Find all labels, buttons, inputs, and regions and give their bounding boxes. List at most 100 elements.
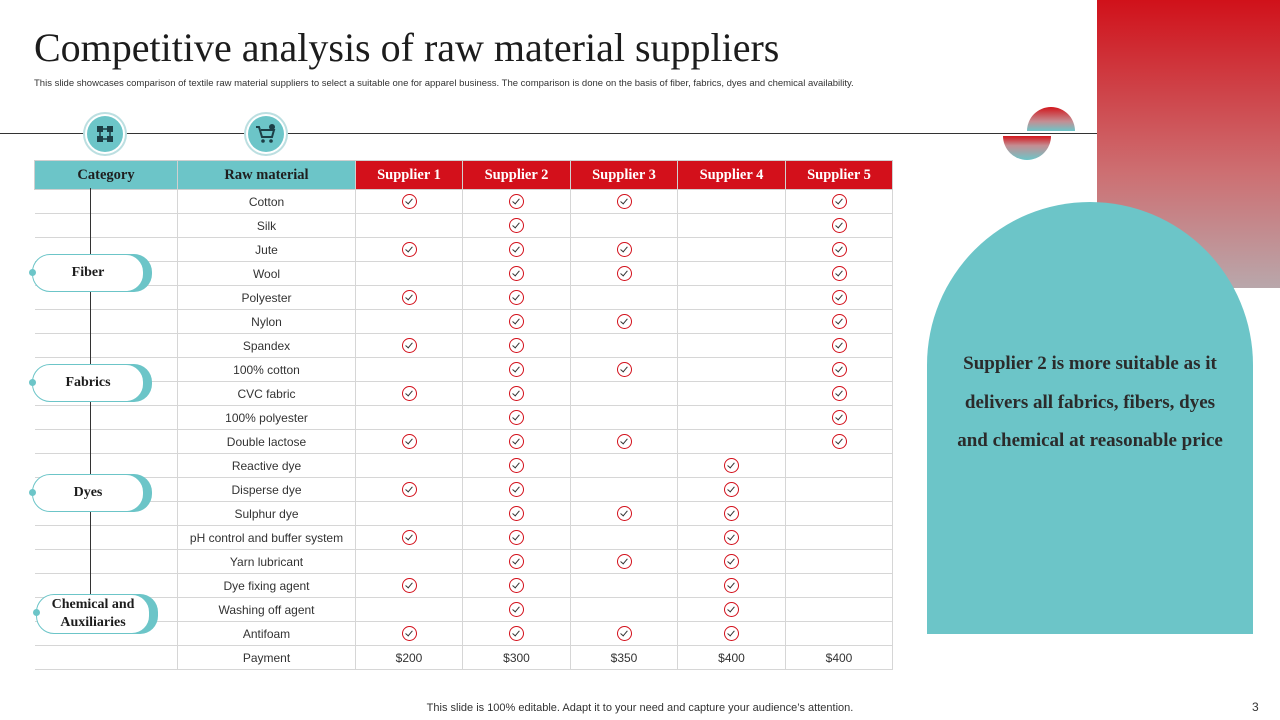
supplier-3-cell (570, 429, 678, 454)
supplier-1-cell (355, 573, 463, 598)
table-row: Jute (34, 237, 893, 262)
material-cell: Cotton (177, 189, 356, 214)
check-icon (509, 338, 524, 354)
supplier-3-cell (570, 453, 678, 478)
check-icon (509, 626, 524, 642)
supplier-2-cell (462, 333, 571, 358)
category-cell (34, 213, 178, 238)
supplier-4-cell (677, 213, 786, 238)
supplier-5-cell (785, 357, 893, 382)
supplier-5-cell (785, 453, 893, 478)
slide-title: Competitive analysis of raw material sup… (34, 25, 780, 70)
supplier-5-cell (785, 477, 893, 502)
supplier-5-cell (785, 285, 893, 310)
pill-dot (29, 379, 36, 386)
header-supplier-3: Supplier 3 (570, 160, 678, 190)
supplier-3-cell (570, 213, 678, 238)
material-cell: Polyester (177, 285, 356, 310)
check-icon (724, 626, 739, 642)
pill-dot (33, 609, 40, 616)
table-row: Dye fixing agent (34, 573, 893, 598)
payment-supplier-1: $200 (355, 645, 463, 670)
supplier-2-cell (462, 285, 571, 310)
category-label-line2: Auxiliaries (60, 615, 126, 630)
check-icon (509, 482, 524, 498)
check-icon (831, 194, 847, 210)
supplier-1-cell (355, 597, 463, 622)
supplier-4-cell (677, 285, 786, 310)
network-icon (87, 116, 123, 152)
supplier-1-cell (355, 285, 463, 310)
check-icon (509, 266, 524, 282)
supplier-4-cell (677, 525, 786, 550)
check-icon (724, 482, 739, 498)
supplier-1-cell (355, 333, 463, 358)
check-icon (724, 458, 739, 474)
supplier-1-cell (355, 501, 463, 526)
check-icon (509, 434, 524, 450)
check-icon (831, 410, 847, 426)
supplier-1-cell (355, 237, 463, 262)
supplier-4-cell (677, 261, 786, 286)
supplier-5-cell (785, 309, 893, 334)
footer-note: This slide is 100% editable. Adapt it to… (426, 702, 854, 714)
check-icon (724, 578, 739, 594)
supplier-2-cell (462, 525, 571, 550)
material-cell: pH control and buffer system (177, 525, 356, 550)
category-pill-fabrics: Fabrics (29, 364, 144, 402)
header-divider (0, 133, 1097, 134)
table-row: Polyester (34, 285, 893, 310)
supplier-3-cell (570, 237, 678, 262)
check-icon (509, 506, 524, 522)
table-row: Sulphur dye (34, 501, 893, 526)
check-icon (401, 386, 417, 402)
table-header-row: Category Raw material Supplier 1 Supplie… (34, 160, 893, 190)
supplier-5-cell (785, 429, 893, 454)
category-cell (34, 549, 178, 574)
supplier-1-cell (355, 189, 463, 214)
supplier-3-cell (570, 477, 678, 502)
check-icon (509, 554, 524, 570)
supplier-5-cell (785, 501, 893, 526)
supplier-1-cell (355, 549, 463, 574)
header-supplier-4: Supplier 4 (677, 160, 786, 190)
check-icon (509, 194, 524, 210)
category-label: Fiber (71, 265, 105, 280)
check-icon (616, 266, 632, 282)
supplier-2-cell (462, 549, 571, 574)
supplier-5-cell (785, 549, 893, 574)
payment-label: Payment (177, 645, 356, 670)
table-row: Washing off agent (34, 597, 893, 622)
supplier-2-cell (462, 429, 571, 454)
check-icon (401, 578, 417, 594)
slide-subtitle: This slide showcases comparison of texti… (34, 78, 854, 89)
supplier-1-cell (355, 405, 463, 430)
supplier-1-cell (355, 213, 463, 238)
table-row: Reactive dye (34, 453, 893, 478)
header-raw-material: Raw material (177, 160, 356, 190)
check-icon (831, 242, 847, 258)
material-cell: Dye fixing agent (177, 573, 356, 598)
supplier-2-cell (462, 477, 571, 502)
check-icon (831, 266, 847, 282)
supplier-3-cell (570, 189, 678, 214)
supplier-5-cell (785, 573, 893, 598)
check-icon (509, 458, 524, 474)
supplier-4-cell (677, 333, 786, 358)
check-icon (509, 530, 524, 546)
check-icon (401, 242, 417, 258)
material-cell: Nylon (177, 309, 356, 334)
supplier-4-cell (677, 189, 786, 214)
pill-dot (29, 269, 36, 276)
supplier-2-cell (462, 261, 571, 286)
header-supplier-1: Supplier 1 (355, 160, 463, 190)
table-row: Nylon (34, 309, 893, 334)
category-cell (34, 429, 178, 454)
supplier-3-cell (570, 285, 678, 310)
category-cell (34, 405, 178, 430)
check-icon (509, 290, 524, 306)
supplier-5-cell (785, 621, 893, 646)
supplier-3-cell (570, 525, 678, 550)
category-pill-chemical: Chemical and Auxiliaries (33, 594, 150, 634)
check-icon (401, 482, 417, 498)
